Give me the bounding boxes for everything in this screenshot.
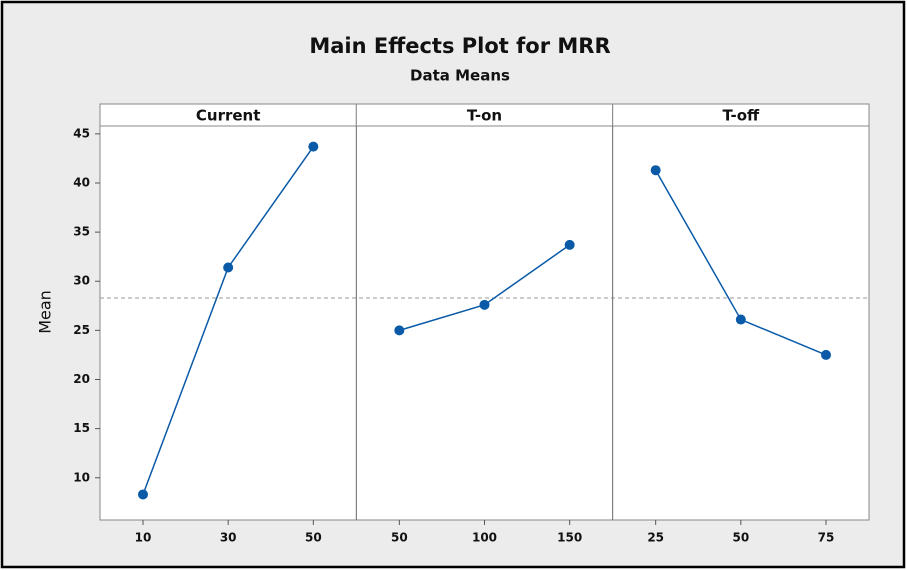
x-tick-label: 75 bbox=[818, 531, 835, 545]
point bbox=[735, 314, 746, 325]
x-tick-label: 50 bbox=[391, 531, 408, 545]
y-tick-label: 45 bbox=[73, 126, 90, 140]
point bbox=[138, 489, 148, 500]
x-tick-label: 30 bbox=[220, 531, 237, 545]
y-tick-label: 25 bbox=[73, 323, 90, 337]
x-tick-label: 50 bbox=[305, 531, 322, 545]
y-tick-label: 20 bbox=[73, 372, 90, 386]
x-tick-label: 150 bbox=[557, 531, 582, 545]
y-tick-label: 35 bbox=[73, 225, 90, 239]
x-tick-label: 100 bbox=[472, 531, 497, 545]
y-axis-label: Mean bbox=[36, 290, 55, 334]
y-tick-label: 10 bbox=[73, 470, 90, 484]
y-tick-label: 40 bbox=[73, 175, 90, 189]
point bbox=[394, 325, 405, 336]
point bbox=[564, 239, 575, 250]
y-tick-label: 15 bbox=[73, 421, 90, 435]
panel-title: T-on bbox=[467, 107, 502, 125]
chart-subtitle: Data Means bbox=[410, 67, 510, 85]
point bbox=[479, 299, 490, 310]
point bbox=[650, 165, 661, 176]
x-tick-label: 50 bbox=[732, 531, 749, 545]
panel-header bbox=[612, 103, 870, 127]
panel-title: Current bbox=[196, 107, 261, 125]
point bbox=[223, 262, 234, 273]
y-tick-label: 30 bbox=[73, 274, 90, 288]
x-tick-label: 10 bbox=[135, 531, 152, 545]
plot-area bbox=[99, 103, 870, 521]
point bbox=[308, 141, 319, 152]
panel-title: T-off bbox=[722, 107, 760, 125]
point bbox=[821, 349, 831, 360]
chart-title: Main Effects Plot for MRR bbox=[309, 34, 610, 58]
x-tick-label: 25 bbox=[647, 531, 664, 545]
